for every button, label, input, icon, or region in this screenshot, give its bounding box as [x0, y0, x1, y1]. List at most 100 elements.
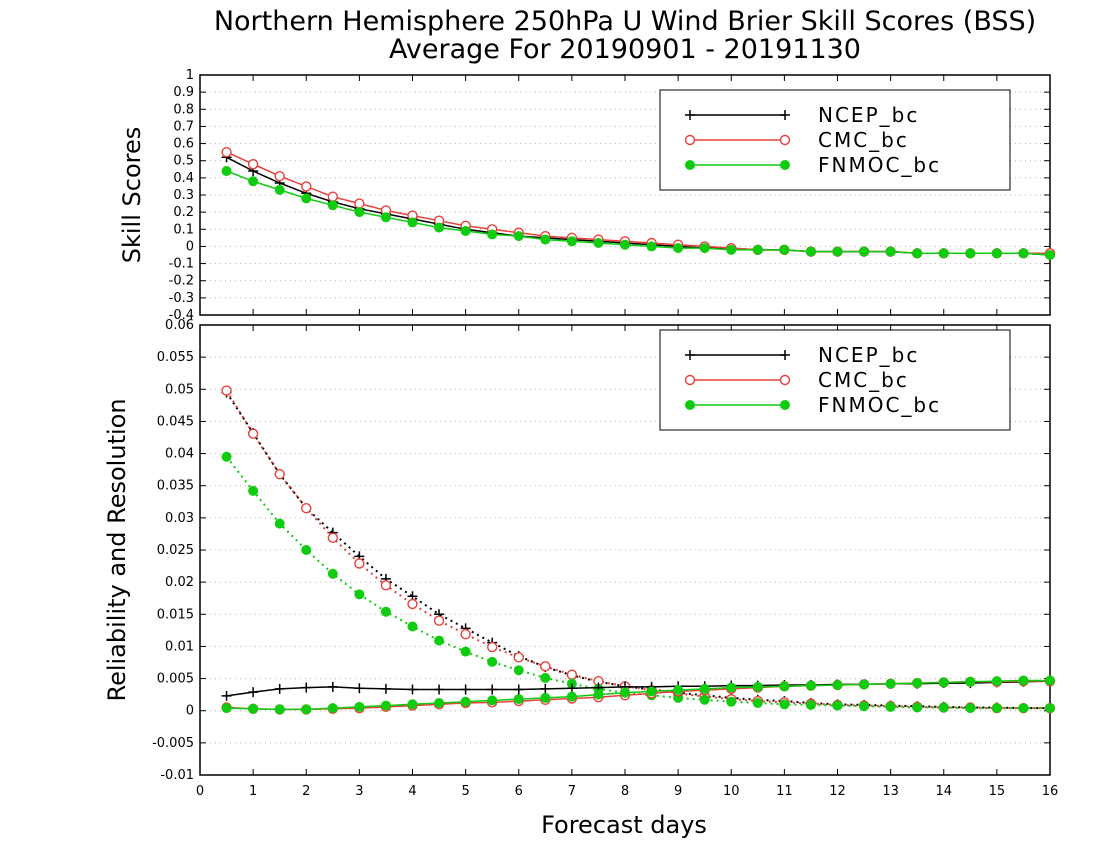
- legend-box: [659, 89, 1011, 191]
- data-point: [965, 676, 976, 687]
- x-tick-label: 8: [621, 784, 629, 799]
- data-point: [646, 686, 657, 697]
- y-tick-label: -0.4: [169, 308, 194, 323]
- data-point: [274, 518, 285, 529]
- y-tick-label: 0.03: [165, 511, 194, 526]
- legend-marker: [685, 160, 695, 170]
- data-point: [434, 635, 445, 646]
- y-tick-label: 0.2: [173, 205, 194, 220]
- data-point: [460, 226, 471, 236]
- data-point: [859, 701, 870, 712]
- data-point: [513, 231, 524, 242]
- reliability-resolution-panel: -0.01 -0.005 0 0.005 0.01 0.015 0.02 0.025 0.03 0…: [152, 318, 1058, 799]
- data-point: [487, 684, 498, 695]
- data-point: [1045, 250, 1055, 260]
- x-tick-label: 5: [461, 784, 469, 799]
- x-tick-label: 16: [1042, 784, 1059, 799]
- data-point: [434, 684, 445, 695]
- data-point: [1018, 703, 1029, 714]
- legend-marker: [779, 374, 791, 386]
- data-point: [593, 238, 604, 248]
- data-point: [540, 234, 551, 245]
- chart-title-line2: Average For 20190901 - 20191130: [389, 34, 861, 65]
- data-point: [354, 701, 365, 712]
- data-point: [991, 676, 1002, 687]
- series-CMC_bc-dotted: [221, 385, 1056, 714]
- data-point: [540, 692, 551, 703]
- data-point: [699, 683, 710, 694]
- data-point: [407, 684, 418, 695]
- data-point: [248, 485, 259, 496]
- data-point: [832, 700, 843, 711]
- data-point: [301, 682, 312, 693]
- x-tick-label: 14: [935, 784, 952, 799]
- data-point: [620, 687, 630, 698]
- legend-label: NCEP_bc: [818, 343, 919, 367]
- y-tick-label: 1: [186, 68, 194, 83]
- legend-label: CMC_bc: [818, 128, 909, 152]
- data-point: [566, 691, 577, 702]
- data-point: [487, 229, 498, 240]
- y-tick-label: 0.6: [173, 137, 194, 152]
- data-point: [354, 558, 365, 569]
- data-point: [327, 568, 338, 579]
- legend-label: CMC_bc: [818, 368, 909, 392]
- data-point: [726, 244, 737, 255]
- data-point: [566, 236, 577, 247]
- data-point: [486, 641, 498, 653]
- data-point: [991, 248, 1002, 259]
- data-point: [247, 428, 259, 439]
- data-point: [274, 184, 285, 195]
- data-point: [380, 700, 391, 711]
- data-point: [247, 158, 259, 170]
- data-point: [726, 682, 737, 693]
- skill-scores-panel: -0.4 -0.3 -0.2 -0.1 0 0.1 0.2 0.3 0.4 0.5 0.6 0.7 0.…: [169, 68, 1056, 323]
- data-point: [460, 646, 471, 657]
- y-tick-label: -0.3: [169, 291, 194, 306]
- data-point: [859, 246, 870, 257]
- chart-title-line1: Northern Hemisphere 250hPa U Wind Brier …: [214, 6, 1036, 37]
- series-FNMOC_bc-dotted: [221, 451, 1055, 714]
- data-point: [673, 685, 684, 696]
- data-point: [407, 699, 418, 710]
- data-point: [327, 532, 339, 543]
- data-point: [354, 683, 365, 694]
- data-point: [327, 200, 338, 211]
- data-point: [566, 669, 578, 680]
- data-point: [434, 222, 445, 233]
- y-tick-label: 0.06: [165, 318, 194, 333]
- legend-label: FNMOC_bc: [818, 393, 941, 417]
- x-tick-label: 2: [302, 784, 310, 799]
- data-point: [221, 690, 232, 701]
- data-point: [301, 193, 312, 204]
- y-tick-label: 0.3: [173, 188, 194, 203]
- y-axis: -0.01 -0.005 0 0.005 0.01 0.015 0.02 0.025 0.03 0…: [152, 318, 1050, 783]
- data-point: [380, 580, 392, 591]
- data-point: [487, 695, 498, 706]
- data-point: [1045, 675, 1055, 686]
- data-point: [965, 703, 976, 714]
- x-tick-label: 6: [515, 784, 523, 799]
- data-point: [805, 246, 816, 257]
- data-point: [460, 629, 471, 640]
- bottom-panel-y-axis-label: Reliability and Resolution: [103, 398, 131, 701]
- y-tick-label: 0.015: [157, 607, 194, 622]
- legend-marker: [780, 400, 790, 410]
- data-point: [620, 239, 630, 250]
- data-point: [380, 683, 391, 694]
- y-tick-label: 0.05: [165, 382, 194, 397]
- data-point: [327, 191, 339, 202]
- data-point: [380, 606, 391, 617]
- data-point: [646, 241, 657, 252]
- data-point: [221, 166, 232, 176]
- x-tick-label: 1: [249, 784, 257, 799]
- series-FNMOC_bc-solid: [221, 675, 1055, 715]
- data-point: [726, 696, 737, 707]
- y-tick-label: -0.005: [152, 736, 194, 751]
- y-tick-label: 0.4: [173, 171, 194, 186]
- legend-marker: [684, 374, 696, 386]
- data-point: [460, 684, 471, 695]
- x-tick-label: 4: [408, 784, 416, 799]
